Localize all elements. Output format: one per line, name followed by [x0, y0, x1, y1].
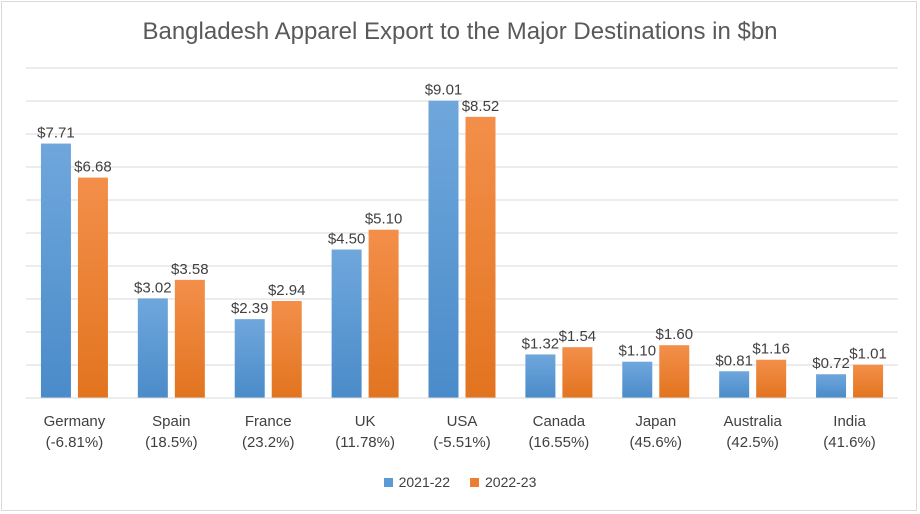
chart-plot: $7.71 $6.68 Germany (-6.81%) $3.02$3.58 Spain… [26, 67, 898, 451]
bar-2022-23-France [271, 300, 302, 398]
bar-2022-23-Canada [562, 347, 593, 398]
data-label: $4.50 [328, 231, 366, 248]
data-label: $2.94 [268, 282, 306, 299]
bar-2022-23-Germany [77, 177, 108, 398]
bar-2022-23-UK [368, 229, 399, 398]
category-label: Australia [723, 413, 782, 430]
category-note: (23.2%) [242, 434, 295, 451]
legend-swatch-series-1 [383, 477, 393, 487]
data-label: $7.71 [37, 125, 75, 142]
chart-title: Bangladesh Apparel Export to the Major D… [142, 18, 778, 45]
category-label: Japan [635, 413, 676, 430]
category-note: (-5.51%) [433, 434, 491, 451]
bar-2021-22-Japan [622, 361, 653, 398]
data-label: $1.01 [849, 346, 887, 363]
category-label: France [245, 413, 292, 430]
data-label: $0.72 [812, 355, 850, 372]
bar-2021-22-USA [428, 100, 459, 399]
legend-label-series-2: 2022-23 [485, 474, 537, 490]
category-label: Canada [533, 413, 586, 430]
bar-2022-23-India [853, 364, 884, 398]
bar-2022-23-Japan [659, 345, 690, 398]
bar-2021-22-France [234, 319, 265, 398]
category-note: (-6.81%) [46, 434, 104, 451]
legend-item-series-1: 2021-22 [383, 474, 450, 490]
chart-legend: 2021-22 2022-23 [0, 474, 920, 490]
category-note: (45.6%) [630, 434, 683, 451]
category-label: UK [355, 413, 376, 430]
data-label: $3.58 [171, 261, 209, 278]
legend-swatch-series-2 [470, 477, 479, 487]
data-label: $2.39 [231, 300, 269, 317]
data-label: $5.10 [365, 211, 403, 228]
data-label: $3.02 [134, 279, 172, 296]
bar-2022-23-Australia [756, 359, 787, 398]
bar-2022-23-Spain [174, 279, 205, 398]
bar-2021-22-Canada [525, 354, 556, 398]
data-label: $1.32 [522, 335, 560, 352]
legend-label-series-1: 2021-22 [398, 474, 450, 490]
bar-2021-22-Spain [137, 298, 168, 398]
data-label: $0.81 [715, 352, 753, 369]
category-label: India [833, 413, 866, 430]
bar-2021-22-UK [331, 249, 362, 398]
category-note: (42.5%) [726, 434, 779, 451]
category-note: (41.6%) [823, 434, 876, 451]
legend-item-series-2: 2022-23 [470, 474, 536, 490]
data-label: $9.01 [425, 82, 463, 99]
bar-2021-22-Australia [719, 371, 750, 398]
data-label: $1.54 [559, 328, 597, 345]
data-label: $1.16 [752, 341, 790, 358]
data-label: $1.60 [656, 326, 694, 343]
data-label: $1.10 [619, 343, 657, 360]
category-label: Spain [152, 413, 190, 430]
category-label: Germany [44, 413, 106, 430]
data-label: $8.52 [462, 98, 500, 115]
category-note: (16.55%) [528, 434, 589, 451]
bar-2021-22-Germany [40, 143, 71, 398]
category-note: (11.78%) [335, 434, 395, 451]
bar-2022-23-USA [465, 116, 496, 398]
bar-2021-22-India [816, 374, 847, 398]
category-label: USA [447, 413, 478, 430]
category-note: (18.5%) [145, 434, 198, 451]
data-label: $6.68 [74, 159, 112, 176]
